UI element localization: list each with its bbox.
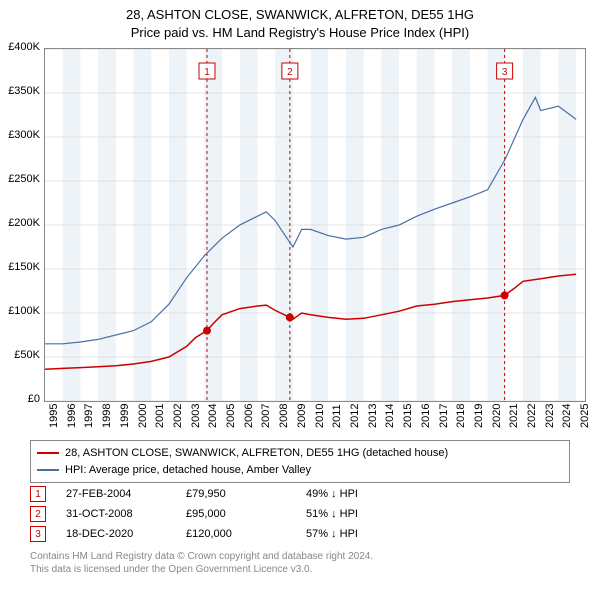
title-block: 28, ASHTON CLOSE, SWANWICK, ALFRETON, DE… xyxy=(0,0,600,41)
x-tick-label: 2007 xyxy=(260,404,272,428)
x-tick-label: 1997 xyxy=(83,404,95,428)
x-tick-label: 2023 xyxy=(544,404,556,428)
x-tick-label: 2005 xyxy=(225,404,237,428)
x-tick-label: 2000 xyxy=(137,404,149,428)
y-tick-label: £0 xyxy=(0,393,40,405)
x-tick-label: 2013 xyxy=(367,404,379,428)
x-tick-label: 2004 xyxy=(207,404,219,428)
x-tick-label: 2001 xyxy=(154,404,166,428)
x-tick-label: 2022 xyxy=(526,404,538,428)
x-tick-label: 1996 xyxy=(66,404,78,428)
x-tick-label: 2006 xyxy=(243,404,255,428)
x-tick-label: 2002 xyxy=(172,404,184,428)
legend-label-hpi: HPI: Average price, detached house, Ambe… xyxy=(65,462,311,479)
x-tick-label: 2025 xyxy=(579,404,591,428)
x-tick-label: 2014 xyxy=(384,404,396,428)
annotation-id-box: 2 xyxy=(30,506,46,522)
y-tick-label: £200K xyxy=(0,217,40,229)
chart-plot-area: 1 2 3 xyxy=(44,48,586,402)
legend-row-price: 28, ASHTON CLOSE, SWANWICK, ALFRETON, DE… xyxy=(37,445,563,462)
x-tick-label: 2009 xyxy=(296,404,308,428)
chart-svg: 1 2 3 xyxy=(45,49,585,401)
svg-text:1: 1 xyxy=(204,67,210,78)
annotation-id-box: 3 xyxy=(30,526,46,542)
title-line-1: 28, ASHTON CLOSE, SWANWICK, ALFRETON, DE… xyxy=(0,6,600,24)
x-tick-label: 2021 xyxy=(508,404,520,428)
annotation-date: 18-DEC-2020 xyxy=(66,528,166,540)
annotation-date: 31-OCT-2008 xyxy=(66,508,166,520)
y-tick-label: £300K xyxy=(0,129,40,141)
x-tick-label: 2003 xyxy=(190,404,202,428)
x-tick-label: 2016 xyxy=(420,404,432,428)
annotation-price: £95,000 xyxy=(186,508,286,520)
y-tick-label: £400K xyxy=(0,41,40,53)
legend-box: 28, ASHTON CLOSE, SWANWICK, ALFRETON, DE… xyxy=(30,440,570,483)
x-tick-label: 2024 xyxy=(561,404,573,428)
x-tick-label: 1995 xyxy=(48,404,60,428)
x-tick-label: 2012 xyxy=(349,404,361,428)
annotation-row: 1 27-FEB-2004 £79,950 49% ↓ HPI xyxy=(30,484,570,504)
y-tick-label: £150K xyxy=(0,261,40,273)
y-tick-label: £250K xyxy=(0,173,40,185)
x-tick-label: 2008 xyxy=(278,404,290,428)
legend-row-hpi: HPI: Average price, detached house, Ambe… xyxy=(37,462,563,479)
x-tick-label: 2019 xyxy=(473,404,485,428)
annotation-id-box: 1 xyxy=(30,486,46,502)
footer: Contains HM Land Registry data © Crown c… xyxy=(30,550,373,576)
y-tick-label: £50K xyxy=(0,349,40,361)
chart-container: 28, ASHTON CLOSE, SWANWICK, ALFRETON, DE… xyxy=(0,0,600,590)
x-tick-label: 2010 xyxy=(314,404,326,428)
footer-line-1: Contains HM Land Registry data © Crown c… xyxy=(30,550,373,563)
annotation-pct: 51% ↓ HPI xyxy=(306,508,406,520)
legend-swatch-hpi xyxy=(37,469,59,471)
svg-text:2: 2 xyxy=(287,67,293,78)
y-tick-label: £100K xyxy=(0,305,40,317)
legend-swatch-price xyxy=(37,452,59,454)
legend-label-price: 28, ASHTON CLOSE, SWANWICK, ALFRETON, DE… xyxy=(65,445,448,462)
x-tick-label: 2018 xyxy=(455,404,467,428)
x-tick-label: 2015 xyxy=(402,404,414,428)
y-tick-label: £350K xyxy=(0,85,40,97)
footer-line-2: This data is licensed under the Open Gov… xyxy=(30,563,373,576)
x-tick-label: 1998 xyxy=(101,404,113,428)
annotation-price: £120,000 xyxy=(186,528,286,540)
annotation-price: £79,950 xyxy=(186,488,286,500)
annotation-pct: 57% ↓ HPI xyxy=(306,528,406,540)
x-tick-label: 2017 xyxy=(438,404,450,428)
annotation-pct: 49% ↓ HPI xyxy=(306,488,406,500)
title-line-2: Price paid vs. HM Land Registry's House … xyxy=(0,24,600,42)
x-tick-label: 2020 xyxy=(491,404,503,428)
svg-text:3: 3 xyxy=(502,67,508,78)
x-tick-label: 2011 xyxy=(331,404,343,428)
annotation-row: 2 31-OCT-2008 £95,000 51% ↓ HPI xyxy=(30,504,570,524)
annotation-table: 1 27-FEB-2004 £79,950 49% ↓ HPI 2 31-OCT-2008… xyxy=(30,484,570,544)
annotation-row: 3 18-DEC-2020 £120,000 57% ↓ HPI xyxy=(30,524,570,544)
annotation-date: 27-FEB-2004 xyxy=(66,488,166,500)
x-tick-label: 1999 xyxy=(119,404,131,428)
